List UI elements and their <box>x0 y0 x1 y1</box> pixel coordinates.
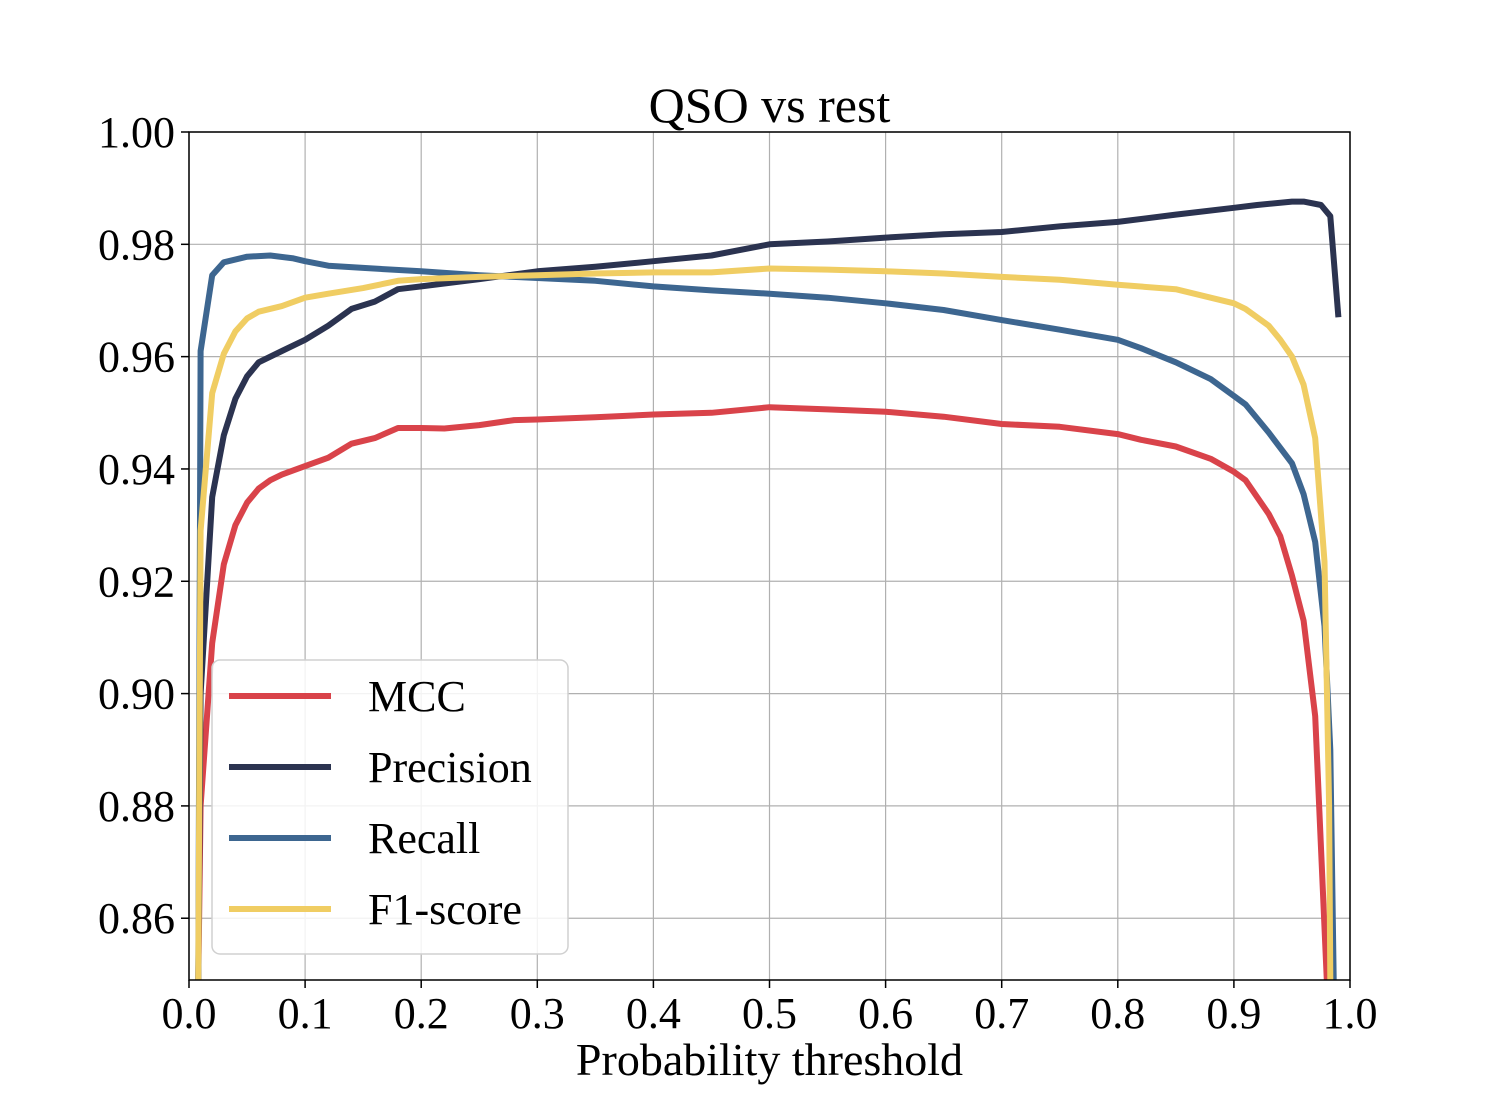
x-tick-label: 0.3 <box>510 989 565 1038</box>
legend-label: Precision <box>368 743 532 792</box>
x-tick-label: 1.0 <box>1323 989 1378 1038</box>
chart-title: QSO vs rest <box>649 77 891 133</box>
legend-label: MCC <box>368 672 466 721</box>
series-line-recall <box>195 252 1337 980</box>
tick-layer: 0.0 0.1 0.2 0.3 0.4 0.5 0.6 0.7 0.8 0.9 1.0 0.86 0.8… <box>98 108 1378 1038</box>
series-layer <box>195 198 1342 980</box>
x-axis-label: Probability threshold <box>576 1034 963 1085</box>
legend-label: Recall <box>368 814 480 863</box>
legend-box <box>211 659 569 955</box>
x-tick-label: 0.5 <box>742 989 797 1038</box>
x-tick-label: 0.2 <box>394 989 449 1038</box>
y-tick-label: 0.86 <box>98 894 175 943</box>
y-tick-label: 0.94 <box>98 445 175 494</box>
legend-label: F1-score <box>368 885 522 934</box>
x-tick-label: 0.8 <box>1090 989 1145 1038</box>
y-tick-label: 0.98 <box>98 220 175 269</box>
x-tick-label: 0.1 <box>278 989 333 1038</box>
x-tick-label: 0.6 <box>858 989 913 1038</box>
y-tick-label: 0.96 <box>98 333 175 382</box>
x-tick-label: 0.4 <box>626 989 681 1038</box>
x-tick-label: 0.0 <box>162 989 217 1038</box>
y-tick-label: 0.90 <box>98 670 175 719</box>
series-line-precision <box>195 198 1342 980</box>
y-tick-label: 0.88 <box>98 782 175 831</box>
x-tick-label: 0.9 <box>1206 989 1261 1038</box>
legend: MCC Precision Recall F1-score <box>211 659 569 955</box>
y-tick-label: 1.00 <box>98 108 175 157</box>
y-tick-label: 0.92 <box>98 557 175 606</box>
x-tick-label: 0.7 <box>974 989 1029 1038</box>
series-line-mcc <box>195 404 1330 980</box>
series-line-f1-score <box>195 265 1334 980</box>
